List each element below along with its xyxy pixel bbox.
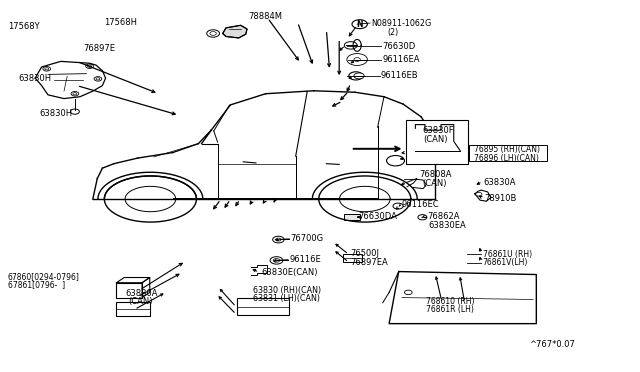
Circle shape [347,54,367,65]
Circle shape [410,125,417,128]
Circle shape [387,155,404,166]
Circle shape [273,259,280,262]
Text: 63831 (LH)(CAN): 63831 (LH)(CAN) [253,294,320,303]
Circle shape [354,58,360,61]
Text: (CAN): (CAN) [424,135,448,144]
Text: 76808A: 76808A [419,170,452,179]
Bar [469,145,547,161]
Text: 768610 (RH): 768610 (RH) [426,297,475,306]
Circle shape [207,30,220,37]
Circle shape [73,93,77,95]
Bar [406,120,468,164]
Circle shape [349,72,363,80]
Text: 63830H: 63830H [18,74,51,83]
Text: 96116EA: 96116EA [383,55,420,64]
Circle shape [276,238,281,241]
Circle shape [43,67,51,71]
Text: (CAN): (CAN) [422,179,447,188]
Text: 63830H: 63830H [40,109,73,118]
Text: 76895 (RH)(CAN): 76895 (RH)(CAN) [474,145,540,154]
Bar [237,298,289,315]
Text: 78884M: 78884M [248,12,282,21]
Text: (2): (2) [387,28,399,37]
Circle shape [273,236,284,243]
Text: 76630D: 76630D [383,42,416,51]
Text: 76861U (RH): 76861U (RH) [483,250,532,259]
Bar [116,283,142,298]
Circle shape [270,257,283,264]
Circle shape [352,20,367,29]
Text: 67861[0796-  ]: 67861[0796- ] [8,280,65,289]
Circle shape [354,73,364,79]
Text: 63830A: 63830A [125,289,158,298]
Circle shape [476,192,482,196]
Text: 76861V(LH): 76861V(LH) [483,258,528,267]
Circle shape [70,109,79,114]
Text: 17568H: 17568H [104,18,137,27]
Text: 96116E: 96116E [289,255,321,264]
Text: 63830F: 63830F [422,126,454,135]
Circle shape [86,64,93,68]
Circle shape [210,32,216,35]
Text: 76700G: 76700G [291,234,324,243]
Text: 63830 (RH)(CAN): 63830 (RH)(CAN) [253,286,321,295]
Circle shape [45,68,49,70]
Text: 96116EC: 96116EC [401,200,439,209]
Circle shape [350,55,364,64]
Circle shape [96,78,100,80]
Text: 76630DA: 76630DA [358,212,397,221]
Circle shape [418,215,427,220]
Bar [343,254,362,262]
Text: N08911-1062G: N08911-1062G [371,19,431,28]
Text: 96116EB: 96116EB [381,71,419,80]
Text: 76500J: 76500J [351,249,380,258]
Text: N: N [356,20,363,29]
Text: 63830E(CAN): 63830E(CAN) [261,268,317,277]
Polygon shape [223,25,247,38]
Text: 76897EA: 76897EA [351,258,388,267]
Text: 17568Y: 17568Y [8,22,39,31]
Circle shape [451,125,457,128]
Bar [344,214,360,220]
Bar [116,302,150,316]
Text: 63830A: 63830A [484,178,516,187]
Text: 76862A: 76862A [428,212,460,221]
Text: 78910B: 78910B [484,194,516,203]
Text: 67860[0294-0796]: 67860[0294-0796] [8,272,79,281]
Circle shape [393,203,403,209]
Circle shape [404,290,412,295]
Text: 76861R (LH): 76861R (LH) [426,305,474,314]
Text: 76897E: 76897E [83,44,115,53]
Text: 63830EA: 63830EA [429,221,467,230]
Text: ^767*0.07: ^767*0.07 [529,340,575,349]
Circle shape [88,65,92,67]
Text: (CAN): (CAN) [128,297,152,306]
Circle shape [71,92,79,96]
Text: 76896 (LH)(CAN): 76896 (LH)(CAN) [474,154,538,163]
Circle shape [94,77,102,81]
